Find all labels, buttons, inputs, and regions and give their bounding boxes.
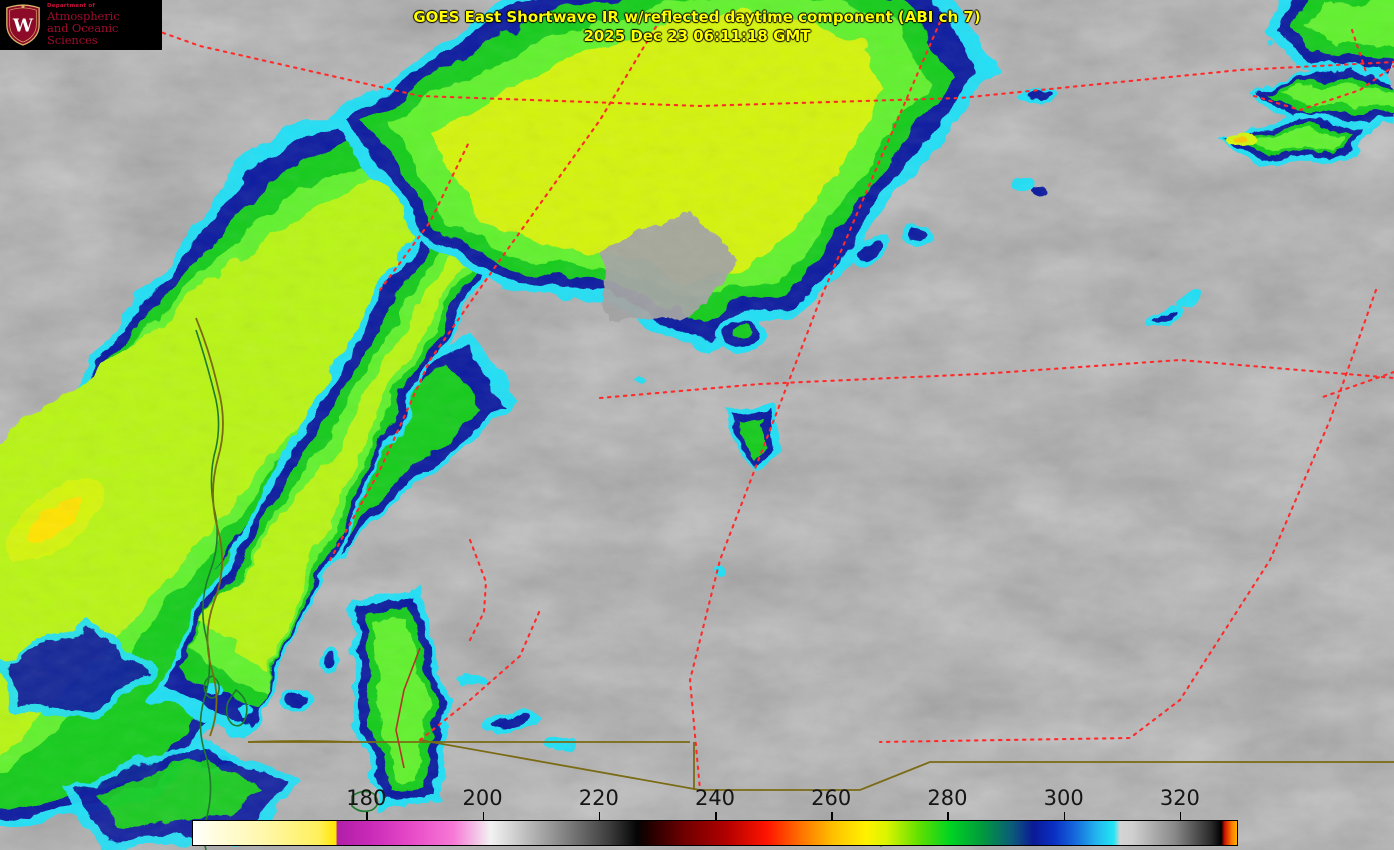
colorbar-tick: [1063, 812, 1066, 820]
temperature-colorbar: 180 200 220 240 260 280 300 320: [192, 786, 1238, 846]
colorbar-tick-label: 180: [346, 786, 387, 810]
uw-madison-crest-icon: W: [6, 4, 40, 46]
colorbar-tick: [366, 812, 368, 820]
colorbar-gradient: [192, 820, 1238, 846]
logo-name-line2: and Oceanic Sciences: [47, 21, 119, 47]
state-border-overlay: [108, 12, 1394, 792]
international-border-overlay: [195, 317, 1394, 791]
logo-dept-line: Department of: [47, 3, 95, 9]
colorbar-tick: [482, 812, 485, 820]
colorbar-tick: [715, 812, 717, 820]
colorbar-tick-label: 300: [1043, 786, 1084, 810]
colorbar-ticks: 180 200 220 240 260 280 300 320: [192, 786, 1238, 820]
colorbar-tick-label: 260: [811, 786, 852, 810]
uw-aos-logo: W Department of Atmospheric and Oceanic …: [0, 0, 162, 50]
logo-name-line1: Atmospheric: [47, 8, 120, 23]
colorbar-tick-label: 320: [1159, 786, 1200, 810]
colorbar-tick: [831, 812, 833, 820]
colorbar-tick-label: 240: [694, 786, 736, 810]
county-border-overlay: [395, 647, 421, 769]
colorbar-tick: [947, 812, 949, 820]
colorbar-tick: [1179, 812, 1182, 820]
colorbar-tick-label: 220: [578, 786, 619, 810]
svg-text:W: W: [12, 16, 34, 37]
colorbar-tick-label: 200: [462, 786, 503, 810]
colorbar-tick: [598, 812, 601, 820]
colorbar-tick-label: 280: [927, 786, 968, 810]
